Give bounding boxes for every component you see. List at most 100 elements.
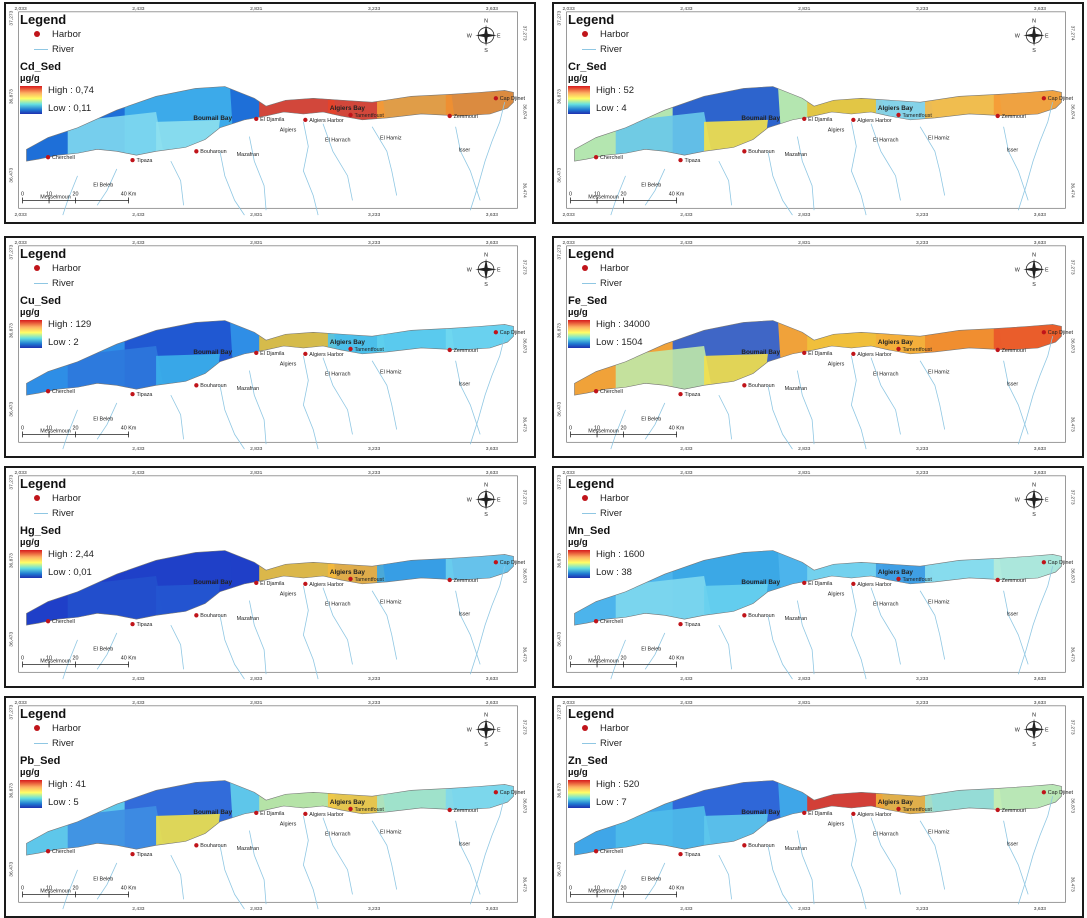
- harbor-marker: [742, 613, 747, 618]
- harbor-marker: [254, 116, 259, 122]
- place-el-hamiz: El Hamiz: [928, 830, 950, 836]
- place-el-hamiz: El Hamiz: [380, 830, 402, 836]
- x-tick-top: 2,033: [562, 470, 575, 476]
- harbor-marker: [348, 112, 353, 118]
- place-cherchell: Cherchell: [52, 155, 75, 161]
- map-panel-zn: Boumail Bay Algiers Bay Algiers Algiers Har…: [552, 696, 1084, 918]
- place-cap-djinet: Cap Djinet: [1048, 560, 1074, 566]
- place-tipaza: Tipaza: [684, 158, 700, 164]
- place-el-djamila: El Djamila: [808, 811, 832, 817]
- place-algiers-bay: Algiers Bay: [330, 569, 366, 576]
- legend-river-label: River: [600, 44, 623, 55]
- harbor-marker: [742, 843, 747, 848]
- place-zemmouri: Zemmouri: [1002, 808, 1026, 814]
- y-tick-left: 37,273: [557, 704, 563, 719]
- map-canvas: Boumail Bay Algiers Bay Algiers Algiers Har…: [9, 700, 528, 912]
- place-zemmouri: Zemmouri: [1002, 348, 1026, 354]
- place-boumerdes-bay: Boumail Bay: [741, 809, 780, 816]
- x-tick-top: 2,831: [798, 470, 811, 476]
- compass-icon: N S E W: [1015, 713, 1049, 748]
- harbor-marker: [851, 117, 856, 123]
- ramp-high-label: High : 1600: [596, 549, 645, 560]
- river-line-icon: [582, 743, 596, 744]
- map-frame: [18, 705, 518, 903]
- legend-harbor-label: Harbor: [52, 263, 82, 274]
- river-9: [1017, 336, 1054, 445]
- harbor-marker: [194, 843, 199, 848]
- legend-harbor: Harbor: [568, 491, 718, 506]
- harbor-marker: [593, 389, 599, 394]
- place-el-harrach: El Harrach: [873, 831, 898, 837]
- y-tick-right: 36,873: [521, 568, 527, 583]
- place-bouharoun: Bouharoun: [200, 843, 226, 849]
- compass-w: W: [467, 33, 473, 39]
- y-tick-right: 37,273: [521, 490, 527, 505]
- ramp-low-label: Low : 1504: [596, 337, 643, 348]
- legend-harbor: Harbor: [20, 491, 170, 506]
- place-zemmouri: Zemmouri: [454, 578, 478, 584]
- harbor-marker: [995, 807, 1000, 813]
- place-bouharoun: Bouharoun: [200, 613, 226, 619]
- compass-icon: N S E W: [467, 713, 501, 748]
- legend-harbor: Harbor: [568, 261, 718, 276]
- color-ramp-bar: [568, 86, 590, 114]
- place-bouharoun: Bouharoun: [748, 149, 774, 155]
- y-tick-left: 36,873: [9, 323, 15, 338]
- place-el-harrach: El Harrach: [325, 137, 350, 143]
- scale-label: 0: [21, 191, 24, 197]
- harbor-marker: [1041, 790, 1047, 795]
- y-tick-right: 37,273: [521, 26, 527, 41]
- y-tick-left: 37,273: [9, 10, 15, 25]
- x-tick-top: 3,233: [368, 470, 381, 476]
- color-ramp-bar: [568, 550, 590, 578]
- map-frame: [18, 475, 518, 673]
- place-algiers-bay: Algiers Bay: [878, 339, 914, 346]
- river-2: [718, 160, 732, 206]
- river-line-icon: [34, 743, 48, 744]
- harbor-marker: [995, 347, 1000, 353]
- x-tick-bottom: 2,033: [14, 212, 27, 218]
- unit-label: µg/g: [20, 73, 40, 84]
- scale-label: 20: [73, 655, 79, 661]
- map-canvas: Boumail Bay Algiers Bay Algiers Algiers Har…: [9, 6, 528, 218]
- x-tick-top: 2,433: [132, 700, 145, 706]
- x-tick-top: 2,033: [562, 6, 575, 12]
- compass-icon: N S E W: [467, 19, 501, 54]
- x-tick-bottom: 2,433: [680, 676, 693, 682]
- river-9: [469, 796, 506, 905]
- x-tick-top: 3,233: [916, 470, 929, 476]
- x-tick-top: 2,433: [680, 6, 693, 12]
- y-tick-right: 37,273: [1069, 260, 1075, 275]
- place-messelmoun: Messelmoun: [40, 194, 71, 200]
- x-tick-bottom: 3,233: [368, 212, 381, 218]
- y-tick-right: 37,273: [521, 720, 527, 735]
- place-isser: Isser: [459, 147, 471, 153]
- place-el-beleb: El Beleb: [641, 877, 661, 883]
- harbor-marker: [130, 851, 135, 857]
- scale-label: 40 Km: [669, 425, 685, 431]
- color-ramp: High : 41 Low : 5: [20, 779, 170, 811]
- unit-label: µg/g: [568, 73, 588, 84]
- place-isser: Isser: [1007, 147, 1019, 153]
- place-cap-djinet: Cap Djinet: [500, 790, 526, 796]
- unit-label: µg/g: [568, 307, 588, 318]
- y-tick-right: 36,473: [521, 877, 527, 892]
- compass-w: W: [1015, 727, 1021, 733]
- coastline: [574, 780, 1062, 856]
- harbor-dot-icon: [34, 265, 40, 271]
- river-3: [767, 845, 793, 910]
- legend-harbor-label: Harbor: [52, 29, 82, 40]
- place-mazafran: Mazafran: [785, 846, 807, 852]
- y-tick-right: 37,273: [1069, 490, 1075, 505]
- place-algiers-harbor: Algiers Harbor: [857, 582, 892, 588]
- compass-e: E: [497, 267, 501, 273]
- y-tick-left: 37,273: [9, 474, 15, 489]
- place-tipaza: Tipaza: [684, 392, 700, 398]
- compass-w: W: [467, 267, 473, 273]
- x-tick-bottom: 2,433: [132, 446, 145, 452]
- river-6: [870, 123, 901, 201]
- scale-label: 40 Km: [121, 425, 137, 431]
- ramp-low-label: Low : 5: [48, 797, 79, 808]
- variable-title: Cd_Sed: [20, 61, 61, 73]
- map-canvas: Boumail Bay Algiers Bay Algiers Algiers Har…: [9, 470, 528, 682]
